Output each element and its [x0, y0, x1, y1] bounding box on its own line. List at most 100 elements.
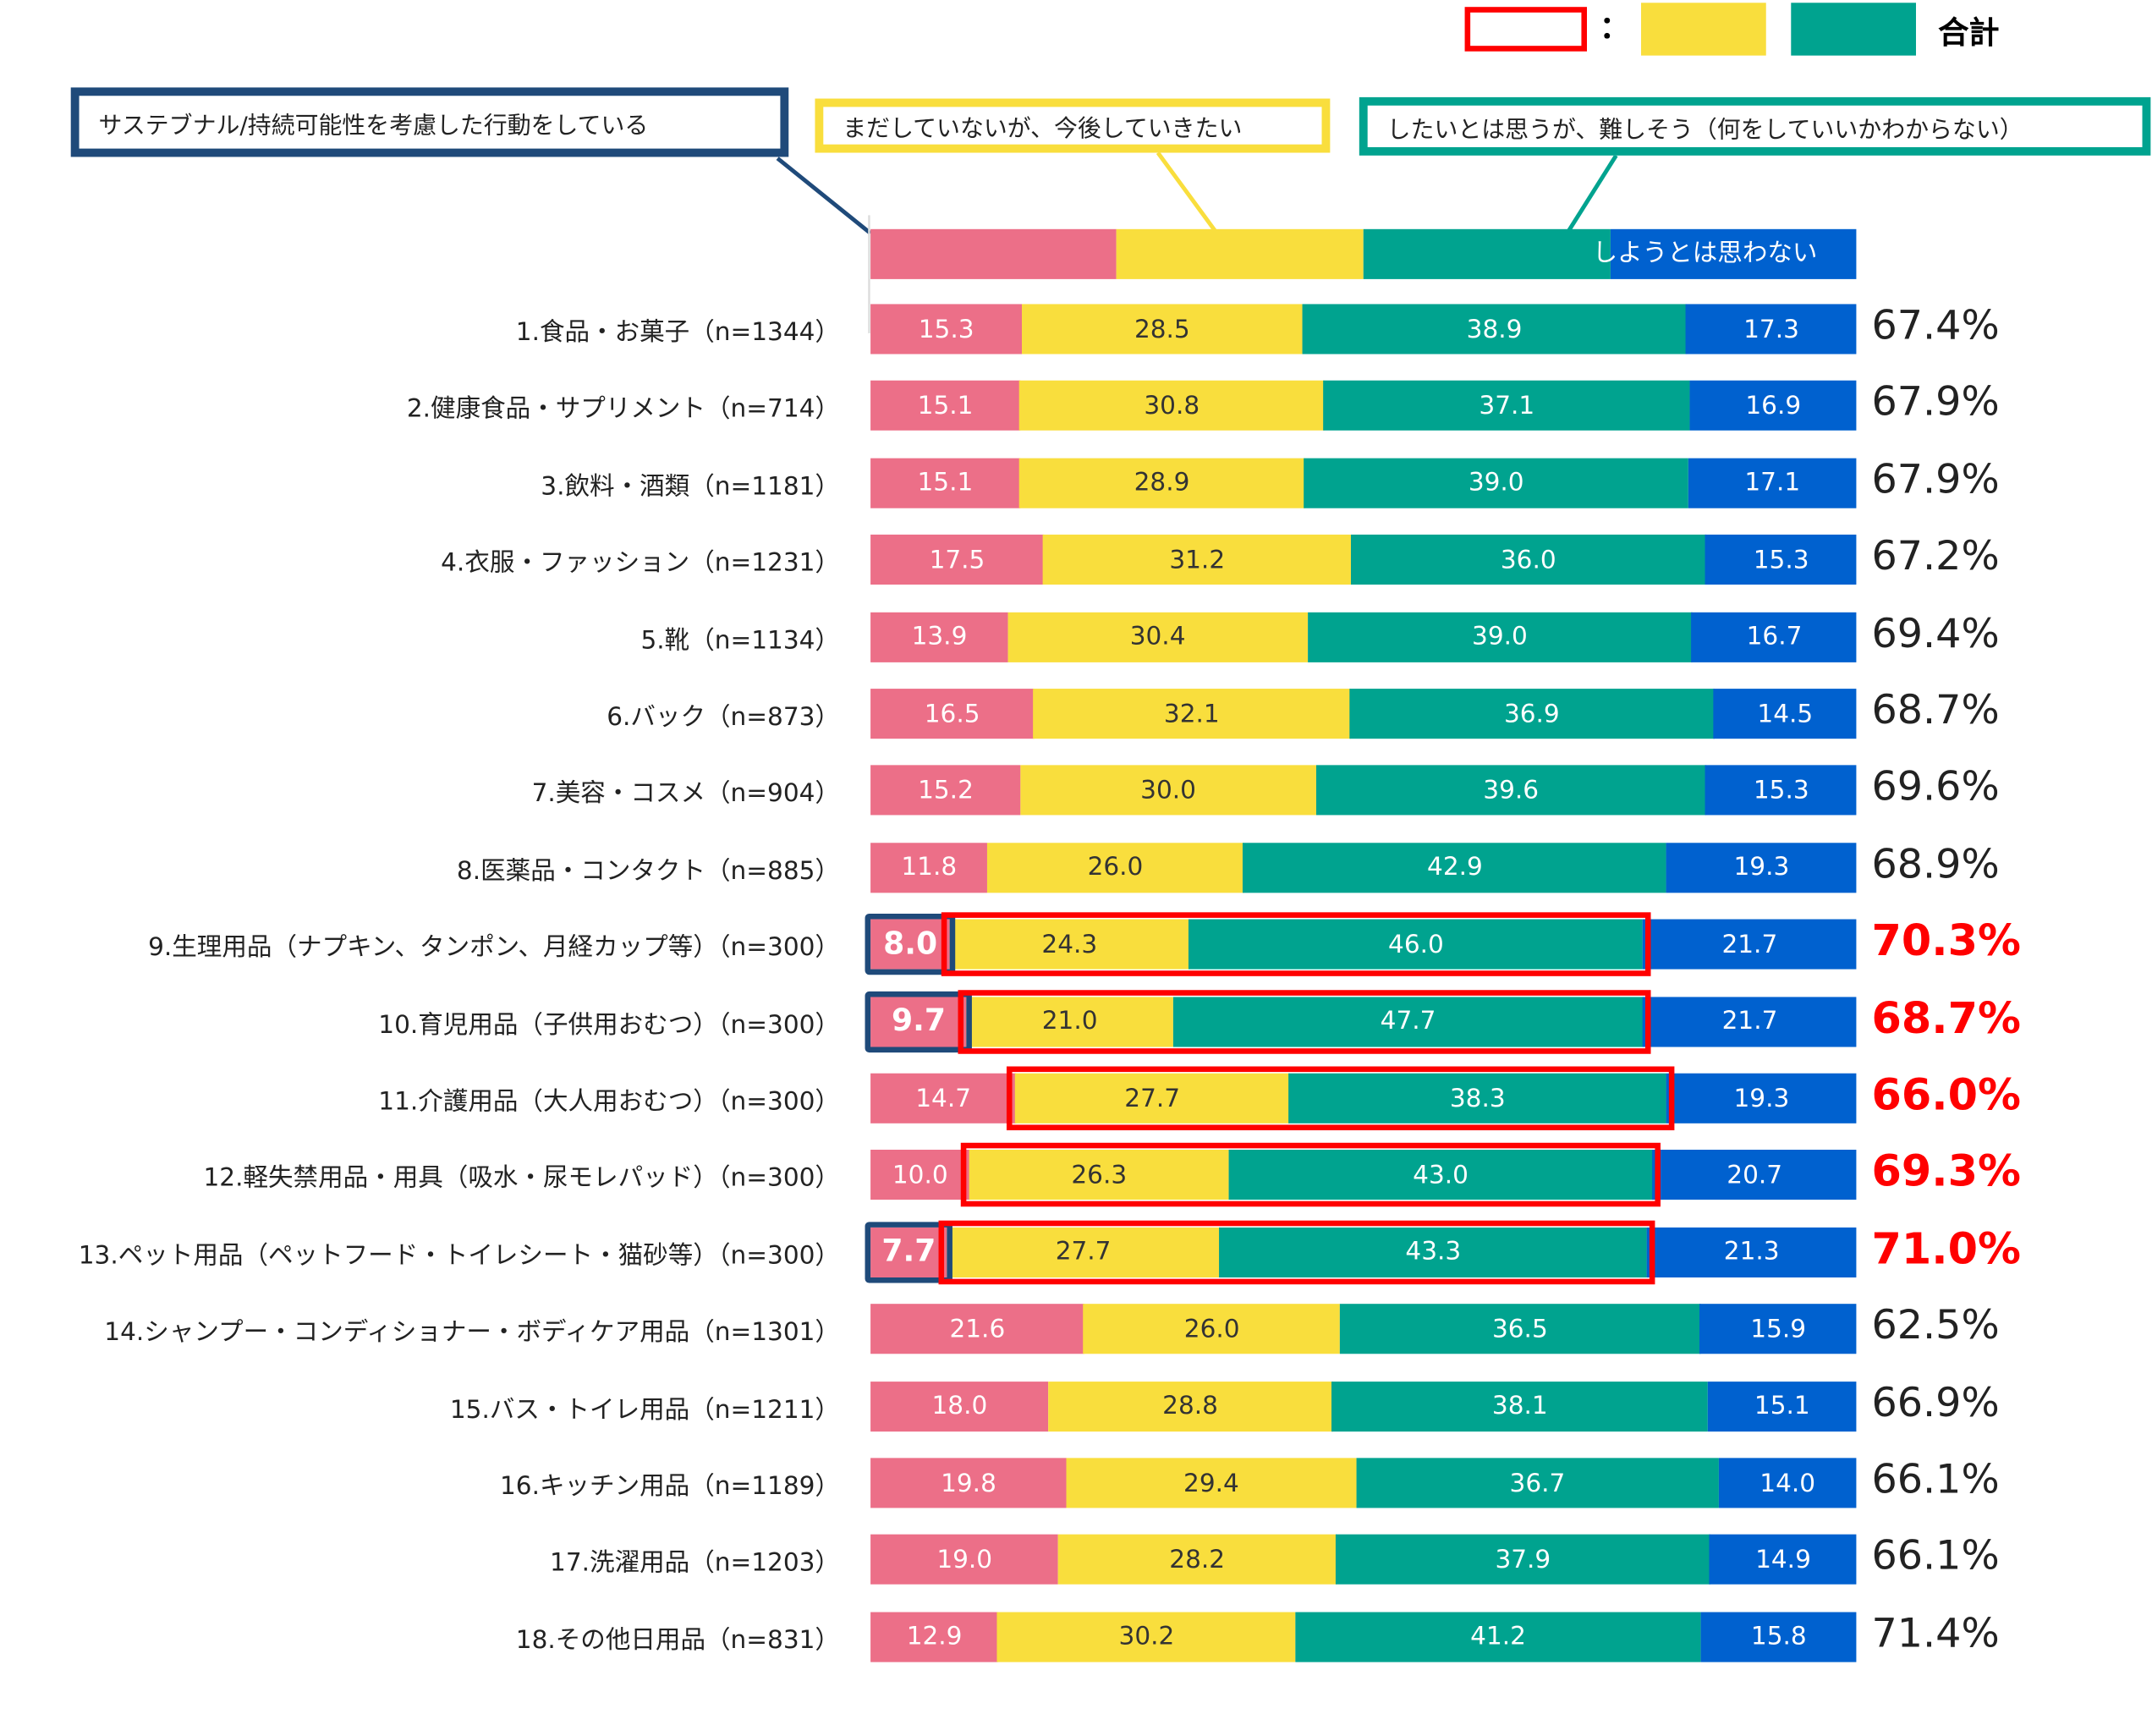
bar-segment-teal: 38.1 — [1331, 1381, 1709, 1431]
bar-segment-pink: 15.1 — [870, 458, 1020, 508]
bar-segment-yellow: 28.2 — [1057, 1535, 1337, 1585]
highlight-box-navy — [865, 914, 955, 975]
bar-segment-pink: 19.0 — [870, 1535, 1059, 1585]
bar-segment-teal: 36.5 — [1339, 1304, 1700, 1354]
bar-segment-teal: 42.9 — [1243, 842, 1667, 893]
header-bar-teal — [1363, 228, 1611, 279]
row-total: 69.3% — [1871, 1147, 2021, 1198]
row-total: 66.1% — [1871, 1455, 2000, 1503]
bar-segment-yellow: 26.3 — [969, 1150, 1229, 1200]
bar-segment-blue: 19.3 — [1666, 1073, 1858, 1123]
leader-line-teal — [1567, 154, 1618, 232]
row-total: 67.2% — [1871, 531, 2000, 580]
bar-segment-yellow: 21.0 — [966, 996, 1174, 1047]
bar-segment-blue: 16.9 — [1689, 381, 1858, 431]
bar-segment-yellow: 28.8 — [1047, 1381, 1333, 1431]
row-label: 12.軽失禁用品・用具（吸水・尿モレパッド）（n=300） — [203, 1164, 840, 1194]
bar-segment-blue: 21.7 — [1642, 919, 1858, 970]
bar-segment-yellow: 30.8 — [1019, 381, 1325, 431]
bar-segment-pink: 7.7 — [870, 1227, 947, 1277]
row-total: 68.7% — [1871, 993, 2021, 1044]
bar-segment-teal: 39.0 — [1307, 612, 1693, 662]
header-bar-pink — [870, 228, 1117, 279]
bar-segment-blue: 20.7 — [1652, 1150, 1858, 1200]
row-label: 18.その他日用品（n=831） — [515, 1625, 840, 1656]
highlight-box-red — [937, 1220, 1655, 1284]
bar-segment-pink: 13.9 — [870, 612, 1008, 662]
bar-segment-yellow: 29.4 — [1066, 1458, 1357, 1508]
bar-segment-pink: 15.1 — [870, 381, 1021, 431]
bar-segment-yellow: 28.5 — [1021, 304, 1304, 354]
bar-segment-teal: 37.9 — [1336, 1535, 1710, 1585]
row-total: 62.5% — [1871, 1301, 2000, 1349]
callout-leader-lines — [776, 151, 1618, 333]
bar-segment-blue: 15.1 — [1707, 1381, 1858, 1431]
row-total: 68.7% — [1871, 685, 2000, 733]
row-total: 67.9% — [1871, 455, 2000, 503]
legend-yellow-swatch — [1641, 3, 1766, 56]
bar-segment-blue: 15.8 — [1700, 1612, 1858, 1662]
bar-segment-blue: 17.1 — [1688, 458, 1858, 508]
bar-segment-pink: 17.5 — [870, 535, 1044, 585]
bar-segment-blue: 15.9 — [1699, 1304, 1858, 1354]
row-total: 66.9% — [1871, 1378, 2000, 1426]
highlight-box-red — [1007, 1066, 1675, 1131]
bar-segment-yellow: 24.3 — [949, 919, 1190, 970]
bar-segment-blue: 17.3 — [1685, 304, 1858, 354]
bar-segment-yellow: 27.7 — [1015, 1073, 1289, 1123]
row-label: 11.介護用品（大人用おむつ）（n=300） — [378, 1087, 840, 1117]
bar-segment-yellow: 26.0 — [1083, 1304, 1341, 1354]
row-label: 2.健康食品・サプリメント（n=714） — [406, 394, 840, 425]
bar-segment-pink: 21.6 — [870, 1304, 1084, 1354]
header-bar-yellow — [1116, 228, 1364, 279]
bar-segment-pink: 16.5 — [870, 689, 1035, 739]
bar-segment-teal: 39.0 — [1304, 458, 1689, 508]
row-total: 66.0% — [1871, 1070, 2021, 1121]
bar-segment-pink: 18.0 — [870, 1381, 1049, 1431]
row-label: 17.洗濯用品（n=1203） — [550, 1548, 840, 1579]
bar-segment-blue: 15.3 — [1705, 535, 1858, 585]
highlight-box-navy — [865, 1222, 952, 1283]
bar-segment-teal: 43.0 — [1228, 1150, 1653, 1200]
bar-segment-teal: 41.2 — [1294, 1612, 1702, 1662]
bar-segment-yellow: 27.7 — [946, 1227, 1221, 1277]
legend-colon: ： — [1599, 11, 1630, 47]
bar-segment-yellow: 31.2 — [1043, 535, 1352, 585]
callout-yellow: まだしていないが、今後していきたい — [815, 98, 1331, 153]
bar-segment-blue: 19.3 — [1666, 842, 1858, 893]
bar-segment-teal: 38.3 — [1288, 1073, 1667, 1123]
legend-red-box-swatch — [1464, 7, 1588, 52]
bar-segment-pink: 15.3 — [870, 304, 1023, 354]
bar-segment-blue: 14.5 — [1713, 689, 1858, 739]
bar-segment-teal: 38.9 — [1302, 304, 1687, 354]
bar-segment-blue: 21.7 — [1642, 996, 1858, 1047]
bar-segment-blue: 14.9 — [1709, 1535, 1858, 1585]
row-label: 1.食品・お菓子（n=1344） — [515, 317, 840, 348]
row-total: 68.9% — [1871, 839, 2000, 887]
bar-segment-pink: 15.2 — [870, 765, 1021, 816]
row-label: 4.衣服・ファッション（n=1231） — [441, 548, 840, 579]
row-label: 3.飲料・酒類（n=1181） — [541, 471, 840, 502]
bar-segment-pink: 11.8 — [870, 842, 988, 893]
legend-teal-swatch — [1791, 3, 1916, 56]
bar-segment-blue: 21.3 — [1646, 1227, 1858, 1277]
bar-segment-yellow: 32.1 — [1033, 689, 1351, 739]
bar-segment-teal: 36.7 — [1355, 1458, 1719, 1508]
highlight-box-red — [941, 912, 1651, 977]
header-bar-blue — [1610, 228, 1857, 279]
highlight-box-navy — [865, 991, 972, 1052]
row-label: 14.シャンプー・コンディショナー・ボディケア用品（n=1301） — [104, 1317, 840, 1348]
row-label: 6.バック（n=873） — [607, 702, 840, 732]
bar-segment-yellow: 30.0 — [1020, 765, 1317, 816]
bar-segment-pink: 10.0 — [870, 1150, 970, 1200]
bar-segment-teal: 39.6 — [1315, 765, 1707, 816]
callout-teal: したいとは思うが、難しそう（何をしていいかわからない） — [1359, 96, 2151, 156]
row-total: 67.9% — [1871, 378, 2000, 426]
row-label: 16.キッチン用品（n=1189） — [499, 1471, 840, 1502]
bar-segment-pink: 8.0 — [870, 919, 951, 970]
leader-line-pink — [776, 157, 872, 235]
bar-segment-blue: 16.7 — [1691, 612, 1858, 662]
row-label: 8.医薬品・コンタクト（n=885） — [456, 856, 840, 886]
row-label: 10.育児用品（子供用おむつ）（n=300） — [378, 1010, 840, 1040]
